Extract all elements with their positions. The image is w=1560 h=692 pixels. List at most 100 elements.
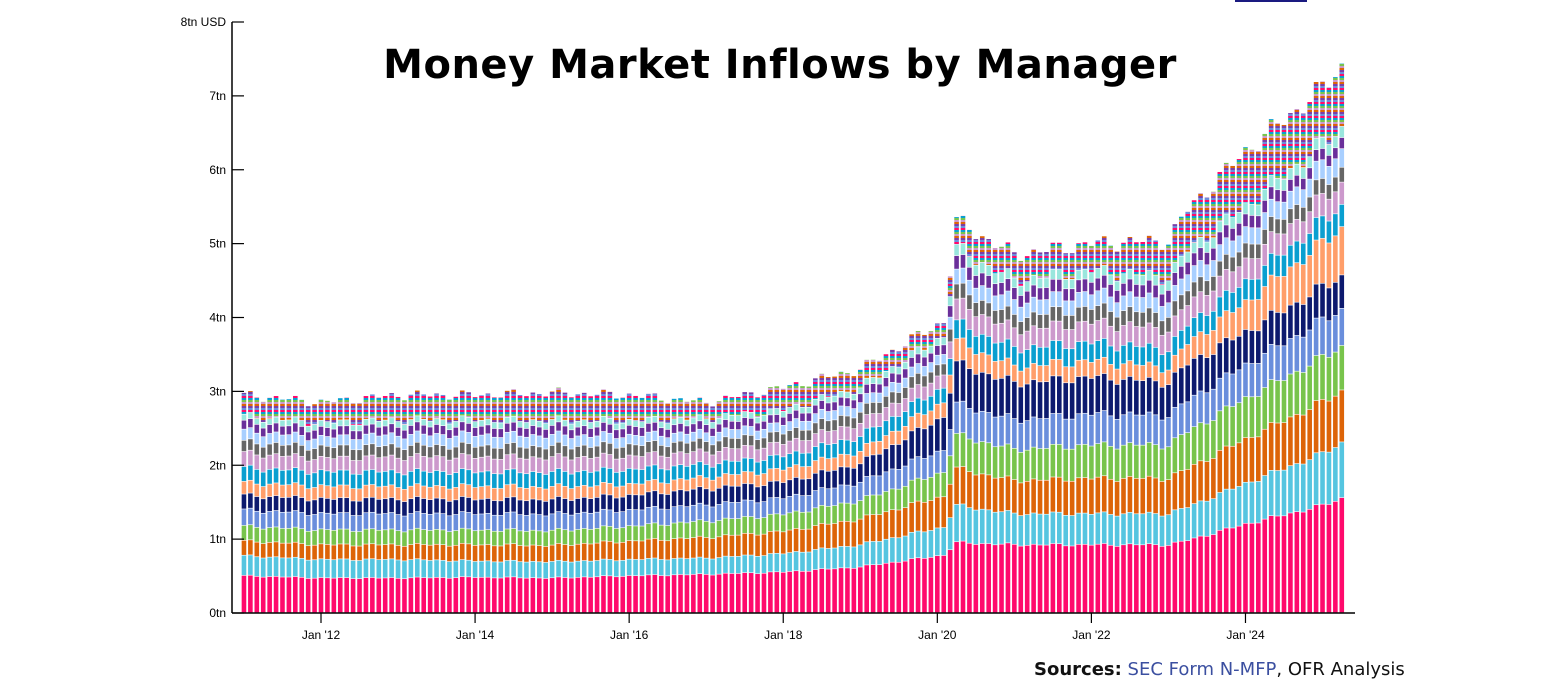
bar-segment-manager-7 (1114, 369, 1120, 385)
bar-segment-manager-2 (684, 559, 690, 575)
bar-segment-manager-7 (511, 484, 516, 497)
bar-segment-manager-6 (710, 491, 715, 507)
bar-segment-manager-6 (986, 374, 991, 413)
bar-segment-manager-12 (376, 427, 382, 436)
bar-stack (581, 392, 587, 613)
bar-segment-manager-7 (1069, 367, 1075, 383)
bar-segment-manager-11 (594, 436, 600, 446)
bar-segment-manager-4 (780, 515, 786, 532)
bar-segment-manager-2 (370, 559, 375, 578)
bar-segment-manager-12 (979, 273, 985, 286)
bar-segment-manager-6 (434, 498, 439, 513)
bar-segment-manager-8 (870, 427, 876, 442)
bar-segment-manager-6 (241, 494, 247, 509)
bar-segment-manager-1 (941, 555, 947, 613)
bar-segment-manager-9 (543, 460, 548, 475)
bar-segment-manager-11 (517, 436, 523, 447)
bar-stack (1294, 109, 1300, 613)
bar-segment-manager-13 (1313, 138, 1319, 150)
bar-segment-manager-8 (1185, 326, 1190, 345)
bar-segment-manager-3 (1198, 461, 1203, 501)
bar-segment-manager-2 (1198, 501, 1203, 536)
bar-segment-other-managers (800, 386, 805, 408)
bar-segment-manager-2 (607, 559, 613, 576)
bar-segment-manager-6 (800, 479, 805, 496)
bar-segment-manager-2 (1024, 514, 1030, 546)
bar-segment-manager-6 (382, 499, 388, 514)
bar-segment-manager-4 (260, 529, 266, 544)
bar-segment-manager-1 (280, 577, 285, 613)
bar-segment-manager-10 (652, 440, 658, 452)
bar-segment-manager-10 (267, 444, 272, 455)
bar-segment-other-managers (318, 399, 324, 421)
bar-segment-manager-10 (556, 442, 561, 454)
bar-segment-manager-10 (607, 443, 613, 455)
bar-segment-other-managers (902, 346, 908, 362)
bar-segment-manager-1 (665, 576, 670, 613)
bar-segment-manager-4 (723, 518, 728, 535)
bar-segment-manager-7 (793, 465, 799, 478)
bar-segment-other-managers (1294, 109, 1300, 164)
bar-segment-manager-13 (504, 417, 510, 423)
bar-segment-manager-11 (742, 426, 748, 435)
bar-segment-manager-2 (736, 556, 741, 574)
bar-segment-manager-7 (1307, 255, 1312, 297)
bar-segment-manager-7 (1024, 368, 1030, 384)
bar-segment-manager-13 (973, 265, 979, 276)
bar-segment-manager-7 (305, 489, 311, 501)
bar-segment-manager-9 (286, 456, 292, 470)
bar-segment-manager-5 (787, 496, 792, 513)
bar-segment-manager-7 (697, 475, 703, 487)
bar-segment-manager-4 (472, 531, 478, 546)
bar-segment-manager-12 (363, 425, 369, 434)
bar-segment-manager-3 (1134, 478, 1139, 514)
bar-segment-manager-3 (825, 524, 831, 549)
bar-segment-manager-3 (466, 544, 471, 560)
bar-segment-manager-1 (639, 576, 645, 613)
bar-segment-manager-5 (370, 512, 375, 529)
bar-segment-manager-1 (524, 578, 529, 613)
bar-segment-manager-8 (902, 411, 908, 426)
bar-segment-manager-8 (1217, 297, 1223, 317)
bar-segment-manager-13 (902, 362, 908, 369)
bar-segment-manager-10 (1262, 229, 1268, 244)
bar-segment-manager-4 (1217, 411, 1223, 450)
bar-segment-manager-4 (877, 495, 882, 515)
bar-segment-manager-11 (260, 437, 266, 447)
bar-segment-manager-6 (389, 497, 394, 513)
bar-segment-manager-6 (678, 490, 683, 506)
bar-segment-manager-9 (909, 388, 914, 402)
bar-segment-manager-3 (890, 510, 895, 538)
bar-segment-manager-5 (1185, 402, 1190, 433)
bar-segment-manager-3 (902, 508, 908, 536)
bar-segment-manager-1 (755, 573, 760, 613)
sec-form-link[interactable]: SEC Form N-MFP (1127, 659, 1277, 680)
bar-segment-manager-5 (665, 509, 670, 526)
bar-segment-manager-9 (1191, 297, 1197, 318)
bar-segment-manager-11 (1217, 244, 1223, 261)
bar-stack (434, 393, 439, 613)
bar-segment-manager-9 (1076, 322, 1081, 342)
bar-segment-manager-10 (1153, 312, 1158, 328)
bar-segment-manager-2 (890, 537, 895, 562)
bar-segment-manager-5 (857, 482, 863, 501)
bar-segment-manager-9 (729, 448, 735, 461)
bar-segment-manager-13 (254, 418, 260, 425)
bar-segment-manager-2 (1204, 501, 1210, 536)
bar-segment-manager-3 (415, 543, 420, 559)
bar-stack (325, 400, 330, 613)
bar-segment-other-managers (325, 400, 330, 422)
bar-segment-manager-8 (960, 319, 966, 338)
bar-segment-manager-3 (453, 545, 459, 561)
bar-segment-manager-1 (1140, 545, 1146, 613)
bar-segment-manager-10 (671, 442, 677, 453)
bar-segment-manager-11 (1044, 299, 1049, 315)
bar-segment-manager-5 (658, 509, 664, 525)
bar-segment-manager-9 (1236, 267, 1242, 288)
bar-segment-manager-6 (447, 501, 452, 516)
bar-segment-manager-10 (922, 376, 927, 387)
bar-segment-manager-4 (248, 525, 253, 540)
bar-segment-other-managers (492, 397, 497, 423)
bar-segment-manager-11 (755, 431, 760, 440)
bar-segment-manager-11 (434, 433, 439, 445)
